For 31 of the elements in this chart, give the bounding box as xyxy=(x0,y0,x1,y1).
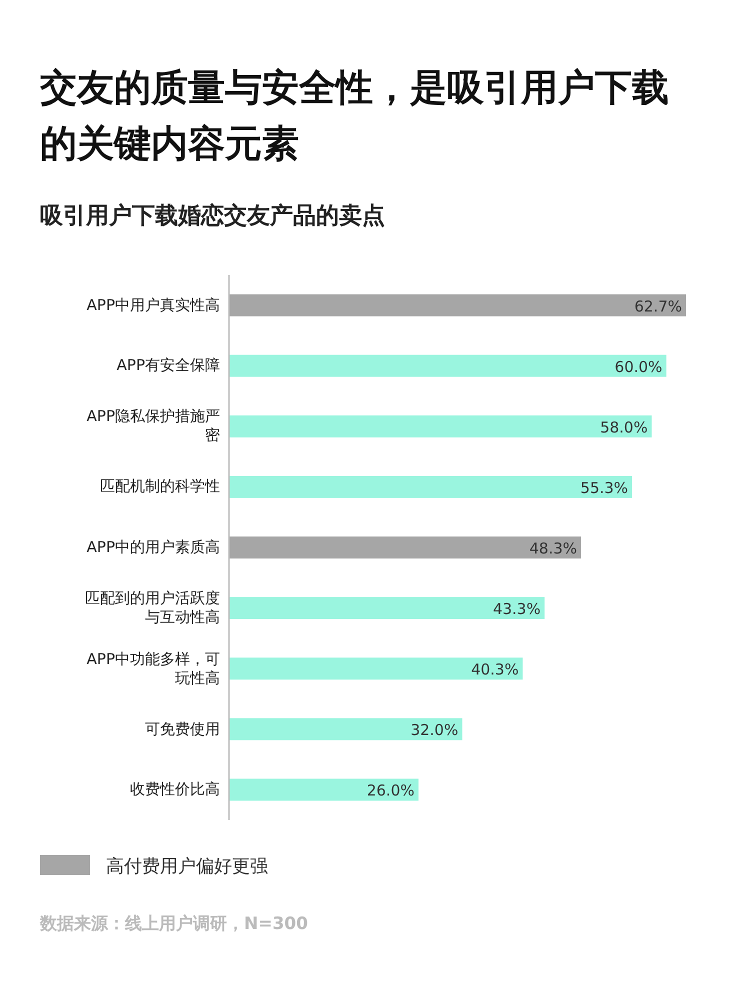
data-label: 62.7% xyxy=(634,297,682,316)
data-label: 48.3% xyxy=(529,540,578,558)
y-tick-label: 可免费使用 xyxy=(144,720,220,739)
y-tick-label: 收费性价比高 xyxy=(129,780,220,800)
bar xyxy=(229,354,666,377)
data-label: 40.3% xyxy=(471,660,519,679)
data-label: 55.3% xyxy=(580,478,628,497)
bar xyxy=(229,415,652,438)
bar xyxy=(229,658,523,680)
data-label: 58.0% xyxy=(600,418,648,436)
data-label: 26.0% xyxy=(366,782,415,800)
chart-subtitle: 吸引用户下载婚恋交友产品的卖点 xyxy=(40,202,385,231)
y-tick-label: APP中的用户素质高 xyxy=(86,538,220,557)
bar xyxy=(229,536,582,558)
y-tick-label: APP中功能多样，可玩性高 xyxy=(86,650,220,688)
y-tick-label: APP中用户真实性高 xyxy=(86,296,220,315)
chart-title: 交友的质量与安全性，是吸引用户下载的关键内容元素 xyxy=(40,65,670,167)
bar xyxy=(229,476,632,498)
legend-label: 高付费用户偏好更强 xyxy=(106,855,268,878)
data-label: 60.0% xyxy=(614,358,662,376)
y-tick-label: APP有安全保障 xyxy=(116,356,220,376)
source-note: 数据来源：线上用户调研，N=300 xyxy=(40,913,308,935)
y-tick-label: 匹配到的用户活跃度与互动性高 xyxy=(84,589,220,628)
data-label: 32.0% xyxy=(410,721,458,740)
bar xyxy=(229,778,419,801)
y-tick-label: 匹配机制的科学性 xyxy=(99,477,220,496)
bar xyxy=(229,294,686,316)
data-label: 43.3% xyxy=(492,600,541,618)
y-tick-label: APP隐私保护措施严密 xyxy=(86,407,220,446)
bar xyxy=(229,718,462,740)
bar xyxy=(229,597,545,620)
